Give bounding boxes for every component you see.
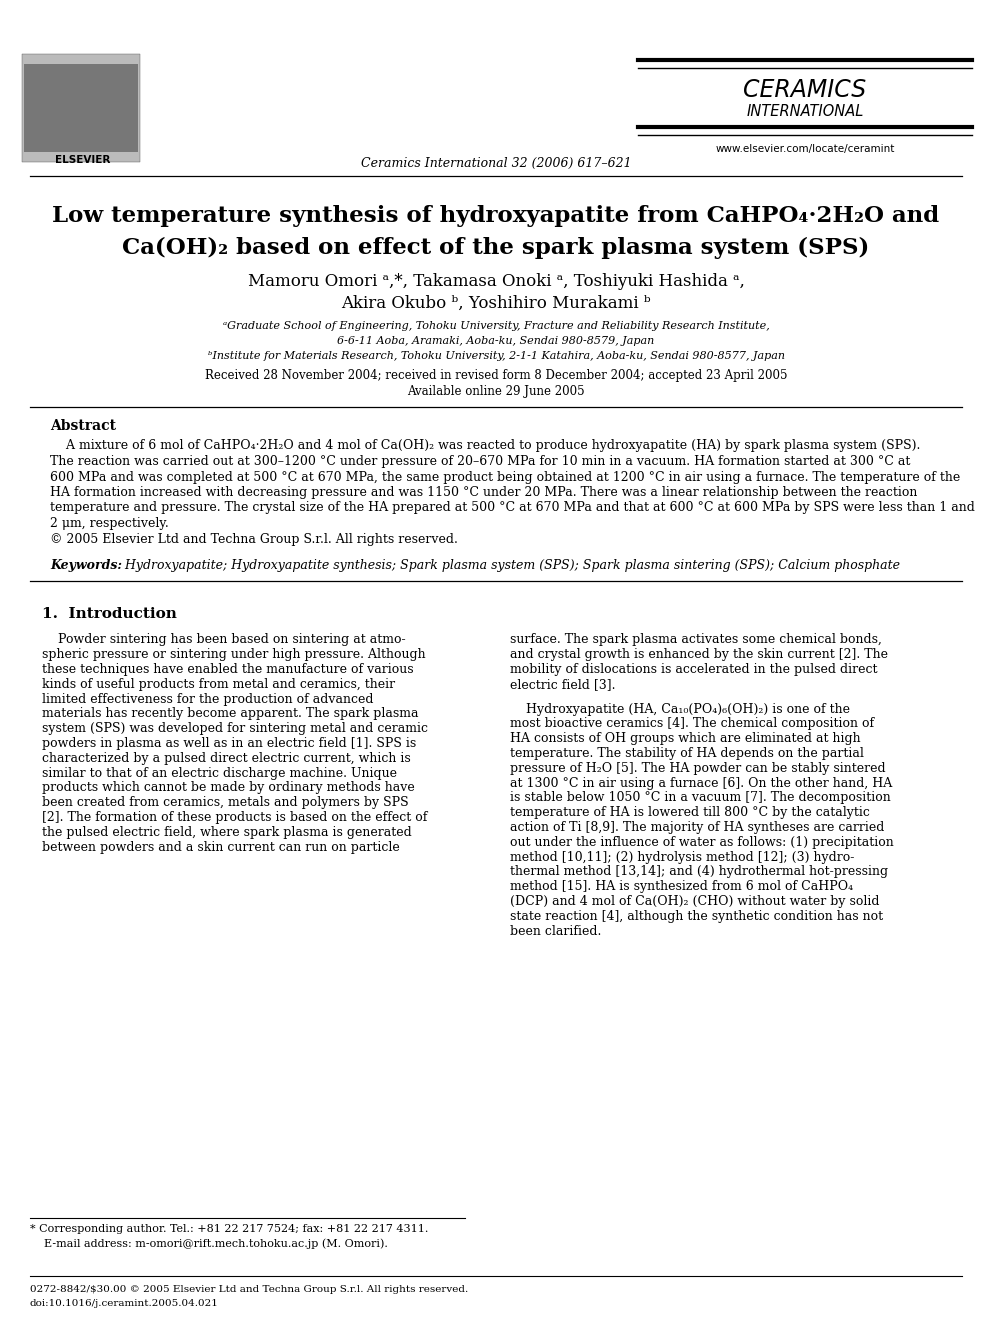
- Text: Low temperature synthesis of hydroxyapatite from CaHPO₄·2H₂O and: Low temperature synthesis of hydroxyapat…: [53, 205, 939, 228]
- Text: the pulsed electric field, where spark plasma is generated: the pulsed electric field, where spark p…: [42, 826, 412, 839]
- Text: Ca(OH)₂ based on effect of the spark plasma system (SPS): Ca(OH)₂ based on effect of the spark pla…: [122, 237, 870, 259]
- Text: mobility of dislocations is accelerated in the pulsed direct: mobility of dislocations is accelerated …: [510, 663, 878, 676]
- Text: Hydroxyapatite; Hydroxyapatite synthesis; Spark plasma system (SPS); Spark plasm: Hydroxyapatite; Hydroxyapatite synthesis…: [117, 558, 900, 572]
- Text: is stable below 1050 °C in a vacuum [7]. The decomposition: is stable below 1050 °C in a vacuum [7].…: [510, 791, 891, 804]
- Text: HA consists of OH groups which are eliminated at high: HA consists of OH groups which are elimi…: [510, 733, 861, 745]
- Text: and crystal growth is enhanced by the skin current [2]. The: and crystal growth is enhanced by the sk…: [510, 648, 888, 662]
- Text: doi:10.1016/j.ceramint.2005.04.021: doi:10.1016/j.ceramint.2005.04.021: [30, 1299, 219, 1308]
- Text: 6-6-11 Aoba, Aramaki, Aoba-ku, Sendai 980-8579, Japan: 6-6-11 Aoba, Aramaki, Aoba-ku, Sendai 98…: [337, 336, 655, 347]
- Text: between powders and a skin current can run on particle: between powders and a skin current can r…: [42, 840, 400, 853]
- Text: powders in plasma as well as in an electric field [1]. SPS is: powders in plasma as well as in an elect…: [42, 737, 417, 750]
- Text: E-mail address: m-omori@rift.mech.tohoku.ac.jp (M. Omori).: E-mail address: m-omori@rift.mech.tohoku…: [30, 1238, 388, 1249]
- Text: temperature and pressure. The crystal size of the HA prepared at 500 °C at 670 M: temperature and pressure. The crystal si…: [50, 501, 975, 515]
- Text: Available online 29 June 2005: Available online 29 June 2005: [407, 385, 585, 398]
- Text: products which cannot be made by ordinary methods have: products which cannot be made by ordinar…: [42, 782, 415, 795]
- Text: been created from ceramics, metals and polymers by SPS: been created from ceramics, metals and p…: [42, 796, 409, 810]
- Text: (DCP) and 4 mol of Ca(OH)₂ (CHO) without water by solid: (DCP) and 4 mol of Ca(OH)₂ (CHO) without…: [510, 896, 880, 908]
- Text: out under the influence of water as follows: (1) precipitation: out under the influence of water as foll…: [510, 836, 894, 849]
- Text: © 2005 Elsevier Ltd and Techna Group S.r.l. All rights reserved.: © 2005 Elsevier Ltd and Techna Group S.r…: [50, 532, 458, 545]
- Text: HA formation increased with decreasing pressure and was 1150 °C under 20 MPa. Th: HA formation increased with decreasing p…: [50, 486, 918, 499]
- Text: at 1300 °C in air using a furnace [6]. On the other hand, HA: at 1300 °C in air using a furnace [6]. O…: [510, 777, 892, 790]
- Text: 600 MPa and was completed at 500 °C at 670 MPa, the same product being obtained : 600 MPa and was completed at 500 °C at 6…: [50, 471, 960, 483]
- Text: www.elsevier.com/locate/ceramint: www.elsevier.com/locate/ceramint: [715, 144, 895, 153]
- Text: pressure of H₂O [5]. The HA powder can be stably sintered: pressure of H₂O [5]. The HA powder can b…: [510, 762, 886, 775]
- Text: these techniques have enabled the manufacture of various: these techniques have enabled the manufa…: [42, 663, 414, 676]
- Bar: [22, 54, 140, 161]
- Text: surface. The spark plasma activates some chemical bonds,: surface. The spark plasma activates some…: [510, 634, 882, 647]
- Text: INTERNATIONAL: INTERNATIONAL: [746, 105, 864, 119]
- Text: A mixture of 6 mol of CaHPO₄·2H₂O and 4 mol of Ca(OH)₂ was reacted to produce hy: A mixture of 6 mol of CaHPO₄·2H₂O and 4 …: [50, 439, 921, 452]
- Text: Ceramics International 32 (2006) 617–621: Ceramics International 32 (2006) 617–621: [361, 156, 631, 169]
- Text: materials has recently become apparent. The spark plasma: materials has recently become apparent. …: [42, 708, 419, 721]
- Text: characterized by a pulsed direct electric current, which is: characterized by a pulsed direct electri…: [42, 751, 411, 765]
- Text: method [15]. HA is synthesized from 6 mol of CaHPO₄: method [15]. HA is synthesized from 6 mo…: [510, 880, 853, 893]
- Text: 1.  Introduction: 1. Introduction: [42, 607, 177, 620]
- Text: Mamoru Omori ᵃ,*, Takamasa Onoki ᵃ, Toshiyuki Hashida ᵃ,: Mamoru Omori ᵃ,*, Takamasa Onoki ᵃ, Tosh…: [248, 274, 744, 291]
- Text: temperature. The stability of HA depends on the partial: temperature. The stability of HA depends…: [510, 747, 864, 761]
- Text: similar to that of an electric discharge machine. Unique: similar to that of an electric discharge…: [42, 767, 397, 779]
- Text: [2]. The formation of these products is based on the effect of: [2]. The formation of these products is …: [42, 811, 428, 824]
- Text: spheric pressure or sintering under high pressure. Although: spheric pressure or sintering under high…: [42, 648, 426, 662]
- Text: CERAMICS: CERAMICS: [743, 78, 867, 102]
- Text: Keywords:: Keywords:: [50, 558, 122, 572]
- Text: been clarified.: been clarified.: [510, 925, 601, 938]
- Text: 0272-8842/$30.00 © 2005 Elsevier Ltd and Techna Group S.r.l. All rights reserved: 0272-8842/$30.00 © 2005 Elsevier Ltd and…: [30, 1285, 468, 1294]
- Text: limited effectiveness for the production of advanced: limited effectiveness for the production…: [42, 693, 374, 705]
- Text: electric field [3].: electric field [3].: [510, 677, 615, 691]
- Text: Hydroxyapatite (HA, Ca₁₀(PO₄)₆(OH)₂) is one of the: Hydroxyapatite (HA, Ca₁₀(PO₄)₆(OH)₂) is …: [510, 703, 850, 716]
- Text: Abstract: Abstract: [50, 419, 116, 433]
- Text: Powder sintering has been based on sintering at atmo-: Powder sintering has been based on sinte…: [42, 634, 406, 647]
- Text: Received 28 November 2004; received in revised form 8 December 2004; accepted 23: Received 28 November 2004; received in r…: [204, 369, 788, 382]
- Text: most bioactive ceramics [4]. The chemical composition of: most bioactive ceramics [4]. The chemica…: [510, 717, 874, 730]
- Text: kinds of useful products from metal and ceramics, their: kinds of useful products from metal and …: [42, 677, 395, 691]
- Text: system (SPS) was developed for sintering metal and ceramic: system (SPS) was developed for sintering…: [42, 722, 428, 736]
- Text: Akira Okubo ᵇ, Yoshihiro Murakami ᵇ: Akira Okubo ᵇ, Yoshihiro Murakami ᵇ: [341, 295, 651, 311]
- Text: The reaction was carried out at 300–1200 °C under pressure of 20–670 MPa for 10 : The reaction was carried out at 300–1200…: [50, 455, 911, 468]
- Text: ᵇInstitute for Materials Research, Tohoku University, 2-1-1 Katahira, Aoba-ku, S: ᵇInstitute for Materials Research, Tohok…: [207, 351, 785, 361]
- Text: 2 μm, respectively.: 2 μm, respectively.: [50, 517, 169, 531]
- Bar: [24, 64, 138, 152]
- Text: ELSEVIER: ELSEVIER: [56, 155, 111, 165]
- Text: thermal method [13,14]; and (4) hydrothermal hot-pressing: thermal method [13,14]; and (4) hydrothe…: [510, 865, 888, 878]
- Text: ᵃGraduate School of Engineering, Tohoku University, Fracture and Reliability Res: ᵃGraduate School of Engineering, Tohoku …: [222, 321, 770, 331]
- Text: action of Ti [8,9]. The majority of HA syntheses are carried: action of Ti [8,9]. The majority of HA s…: [510, 822, 885, 833]
- Text: state reaction [4], although the synthetic condition has not: state reaction [4], although the synthet…: [510, 910, 883, 923]
- Text: temperature of HA is lowered till 800 °C by the catalytic: temperature of HA is lowered till 800 °C…: [510, 806, 870, 819]
- Text: method [10,11]; (2) hydrolysis method [12]; (3) hydro-: method [10,11]; (2) hydrolysis method [1…: [510, 851, 854, 864]
- Text: * Corresponding author. Tel.: +81 22 217 7524; fax: +81 22 217 4311.: * Corresponding author. Tel.: +81 22 217…: [30, 1224, 429, 1234]
